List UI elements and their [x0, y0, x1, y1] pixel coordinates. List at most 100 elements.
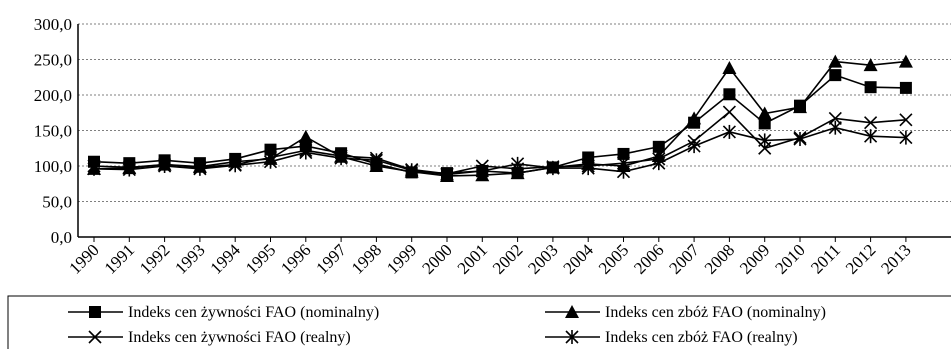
x-tick-label: 2006 [630, 240, 667, 277]
x-tick-label: 1991 [101, 240, 138, 277]
data-point-food-nominal [758, 117, 771, 130]
data-point-cereals-real [616, 164, 631, 179]
data-point-cereals-real [228, 158, 242, 173]
data-point-food-real [828, 111, 842, 125]
legend-label: Indeks cen zbóż FAO (nominalny) [605, 304, 826, 321]
data-point-cereals-real [440, 167, 454, 182]
data-point-cereals-nominal [298, 129, 313, 143]
x-tick-label: 1992 [136, 240, 173, 277]
x-tick-label: 2012 [842, 240, 879, 277]
data-point-food-nominal [829, 69, 842, 82]
data-point-food-nominal [652, 140, 665, 153]
data-point-cereals-real [652, 156, 666, 171]
x-tick-label: 2000 [418, 240, 455, 277]
x-tick-label: 1997 [312, 240, 350, 278]
x-tick-label: 2007 [665, 240, 703, 278]
legend-marker [565, 305, 579, 318]
y-tick-label: 50,0 [42, 193, 72, 212]
data-point-cereals-real [299, 145, 313, 160]
series-cereals-real [87, 120, 913, 182]
series-line-cereals-nominal [93, 60, 906, 177]
data-point-cereals-real [405, 163, 419, 178]
data-point-cereals-real [581, 161, 595, 176]
data-point-cereals-real [864, 129, 878, 144]
x-tick-label: 2010 [771, 240, 808, 277]
data-point-cereals-nominal [510, 166, 525, 180]
data-point-cereals-real [263, 154, 278, 169]
x-tick-label: 2001 [454, 240, 491, 277]
data-point-cereals-real [334, 151, 348, 166]
legend-marker [565, 330, 579, 344]
legend-marker [88, 330, 102, 344]
data-point-cereals-real [122, 162, 136, 177]
series-food-nominal [88, 69, 912, 180]
legend-item: Indeks cen żywności FAO (nominalny) [68, 304, 379, 321]
series-food-real [87, 105, 913, 181]
y-tick-label: 0,0 [51, 228, 72, 247]
data-point-food-real [864, 116, 878, 130]
data-point-cereals-real [899, 130, 913, 145]
data-point-cereals-real [511, 156, 525, 171]
legend-marker [89, 306, 101, 318]
x-tick-label: 2003 [524, 240, 561, 277]
data-point-cereals-real [87, 161, 101, 176]
legend-label: Indeks cen żywności FAO (nominalny) [128, 304, 379, 321]
legend: Indeks cen żywności FAO (nominalny) Indek… [7, 295, 951, 349]
x-tick-label: 2013 [877, 240, 914, 277]
x-tick-label: 1993 [171, 240, 208, 277]
y-tick-label: 100,0 [34, 157, 72, 176]
data-point-food-nominal [864, 81, 877, 94]
x-tick-label: 2008 [701, 240, 738, 277]
legend-item: Indeks cen żywności FAO (realny) [68, 329, 351, 346]
data-point-cereals-nominal [757, 106, 772, 120]
y-tick-label: 200,0 [34, 86, 72, 105]
data-point-cereals-nominal [898, 54, 913, 68]
data-point-cereals-nominal [687, 111, 702, 125]
data-point-cereals-real [758, 133, 772, 148]
data-point-cereals-real [369, 153, 383, 168]
legend-label: Indeks cen zbóż FAO (realny) [605, 329, 798, 346]
x-tick-label: 1995 [242, 240, 279, 277]
data-point-food-nominal [899, 81, 912, 94]
data-point-food-nominal [617, 147, 630, 160]
data-point-cereals-nominal [722, 61, 737, 75]
data-point-food-real [899, 113, 913, 127]
x-tick-label: 2004 [560, 240, 598, 278]
data-point-food-real [722, 105, 736, 119]
y-tick-labels: 0,0 50,0 100,0 150,0 200,0 250,0 300,0 [34, 15, 72, 247]
legend-box [7, 295, 951, 349]
x-tick-label: 2002 [489, 240, 526, 277]
x-tick-label: 2005 [595, 240, 632, 277]
x-tick-label: 2009 [736, 240, 773, 277]
series-line-food-nominal [93, 74, 906, 174]
data-point-cereals-real [475, 163, 489, 178]
data-point-cereals-real [158, 159, 172, 173]
y-tick-label: 300,0 [34, 15, 72, 34]
data-point-cereals-nominal [793, 100, 807, 114]
series-cereals-nominal [87, 54, 913, 182]
y-tick-label: 250,0 [34, 51, 72, 70]
series-lines [87, 54, 913, 182]
legend-item: Indeks cen zbóż FAO (nominalny) [545, 304, 826, 321]
x-tick-label: 1998 [348, 240, 385, 277]
data-point-cereals-nominal [828, 54, 843, 68]
x-tick-label: 1999 [383, 240, 420, 277]
data-point-cereals-real [546, 161, 560, 176]
data-point-food-nominal [264, 143, 277, 156]
x-tick-label: 1994 [207, 240, 245, 278]
legend-label: Indeks cen żywności FAO (realny) [128, 329, 351, 346]
legend-item: Indeks cen zbóż FAO (realny) [545, 329, 798, 346]
data-point-cereals-nominal [863, 58, 878, 72]
series-line-cereals-real [93, 126, 906, 176]
y-tick-label: 150,0 [34, 122, 72, 141]
data-point-cereals-real [793, 132, 807, 147]
data-point-cereals-real [722, 124, 736, 139]
data-point-cereals-real [193, 161, 207, 176]
x-tick-label: 2011 [807, 240, 844, 277]
data-point-food-nominal [723, 88, 736, 101]
x-tick-labels: 1990199119921993199419951996199719981999… [65, 237, 915, 278]
data-point-cereals-real [687, 139, 701, 154]
x-tick-label: 1996 [277, 240, 314, 277]
data-point-cereals-real [828, 120, 842, 135]
